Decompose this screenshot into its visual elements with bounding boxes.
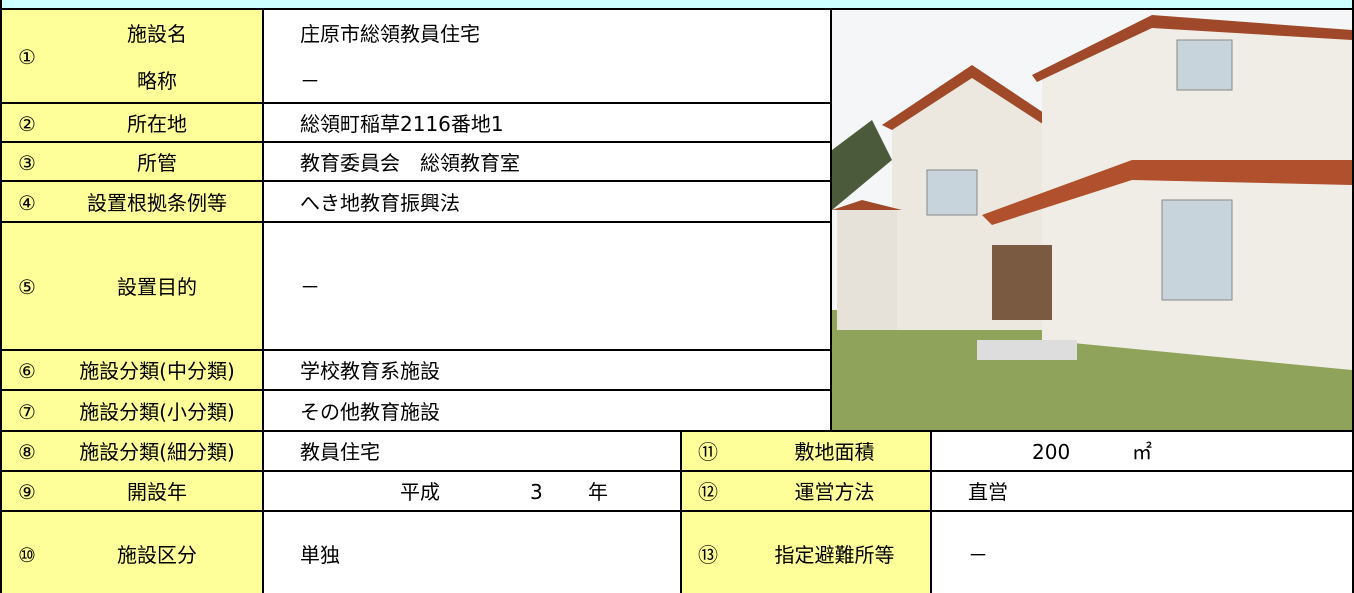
- value-cell: 教員住宅: [262, 430, 682, 472]
- value-cell: 直営: [930, 470, 1354, 512]
- item-number: ⑬: [698, 542, 718, 567]
- value-cell: 教育委員会 総領教育室: [262, 141, 832, 182]
- photo-image: [832, 10, 1352, 430]
- label-cell: ⑤ 設置目的: [0, 221, 264, 351]
- item-value: 庄原市総領教員住宅: [300, 21, 480, 46]
- label-cell: ⑪ 敷地面積: [680, 430, 932, 472]
- era: 平成: [400, 480, 440, 504]
- year: 3: [530, 480, 543, 504]
- year-unit: 年: [588, 480, 608, 504]
- item-number: ②: [18, 111, 36, 136]
- value-cell: －: [930, 510, 1354, 593]
- item-label: 所管: [137, 150, 177, 175]
- item-number: ⑧: [18, 440, 36, 464]
- item-value: 単独: [300, 542, 340, 567]
- value-cell: 単独: [262, 510, 682, 593]
- item-number: ⑨: [18, 480, 36, 504]
- value-cell: －: [262, 221, 832, 351]
- item-value: 200: [1032, 440, 1071, 464]
- item-label: 施設区分: [117, 542, 197, 567]
- label-cell: ⑫ 運営方法: [680, 470, 932, 512]
- value-cell: その他教育施設: [262, 389, 832, 432]
- value-cell: 学校教育系施設: [262, 349, 832, 391]
- item-number: ⑩: [18, 542, 36, 567]
- item-number: ④: [18, 190, 36, 215]
- item-number: ⑫: [698, 480, 718, 504]
- value-cell: 平成 3 年: [262, 470, 682, 512]
- item-number: ⑤: [18, 275, 36, 299]
- item-label: 所在地: [127, 111, 187, 136]
- label-cell: ③ 所管: [0, 141, 264, 182]
- area-unit: ㎡: [1132, 440, 1152, 464]
- label-cell: ② 所在地: [0, 102, 264, 143]
- value-cell: へき地教育振興法: [262, 180, 832, 223]
- item-value: へき地教育振興法: [300, 190, 460, 215]
- item-label: 設置根拠条例等: [87, 190, 227, 215]
- value-cell: 200 ㎡: [930, 430, 1354, 472]
- item-value: －: [300, 68, 320, 93]
- label-cell: ④ 設置根拠条例等: [0, 180, 264, 223]
- item-value: その他教育施設: [300, 399, 440, 424]
- value-cell: 庄原市総領教員住宅 －: [262, 8, 832, 104]
- item-number: ⑦: [18, 399, 36, 424]
- label-cell: ⑬ 指定避難所等: [680, 510, 932, 593]
- item-value: 学校教育系施設: [300, 359, 440, 383]
- item-label: 敷地面積: [794, 440, 875, 464]
- item-label: 設置目的: [117, 275, 197, 299]
- item-value: 教育委員会 総領教育室: [300, 150, 520, 175]
- item-label: 運営方法: [794, 480, 875, 504]
- item-label: 施設分類(小分類): [79, 399, 235, 424]
- item-value: 直営: [968, 480, 1008, 504]
- item-label: 施設名: [127, 21, 187, 46]
- label-cell: ① 施設名略称: [0, 8, 264, 104]
- item-label: 開設年: [127, 480, 187, 504]
- value-cell: 総領町稲草2116番地1: [262, 102, 832, 143]
- label-cell: ⑦ 施設分類(小分類): [0, 389, 264, 432]
- item-value: 教員住宅: [300, 440, 380, 464]
- label-cell: ⑨ 開設年: [0, 470, 264, 512]
- label-cell: ⑥ 施設分類(中分類): [0, 349, 264, 391]
- item-number: ⑪: [698, 440, 718, 464]
- item-value: －: [300, 275, 320, 299]
- item-value: －: [968, 542, 988, 567]
- item-label: 施設分類(中分類): [79, 359, 235, 383]
- item-number: ③: [18, 150, 36, 175]
- label-cell: ⑩ 施設区分: [0, 510, 264, 593]
- item-number: ①: [18, 45, 36, 69]
- item-label: 指定避難所等: [774, 542, 895, 567]
- label-cell: ⑧ 施設分類(細分類): [0, 430, 264, 472]
- item-value: 総領町稲草2116番地1: [300, 111, 504, 136]
- item-label: 施設分類(細分類): [79, 440, 235, 464]
- item-label: 略称: [137, 68, 177, 93]
- item-number: ⑥: [18, 359, 36, 383]
- photo: [830, 8, 1354, 432]
